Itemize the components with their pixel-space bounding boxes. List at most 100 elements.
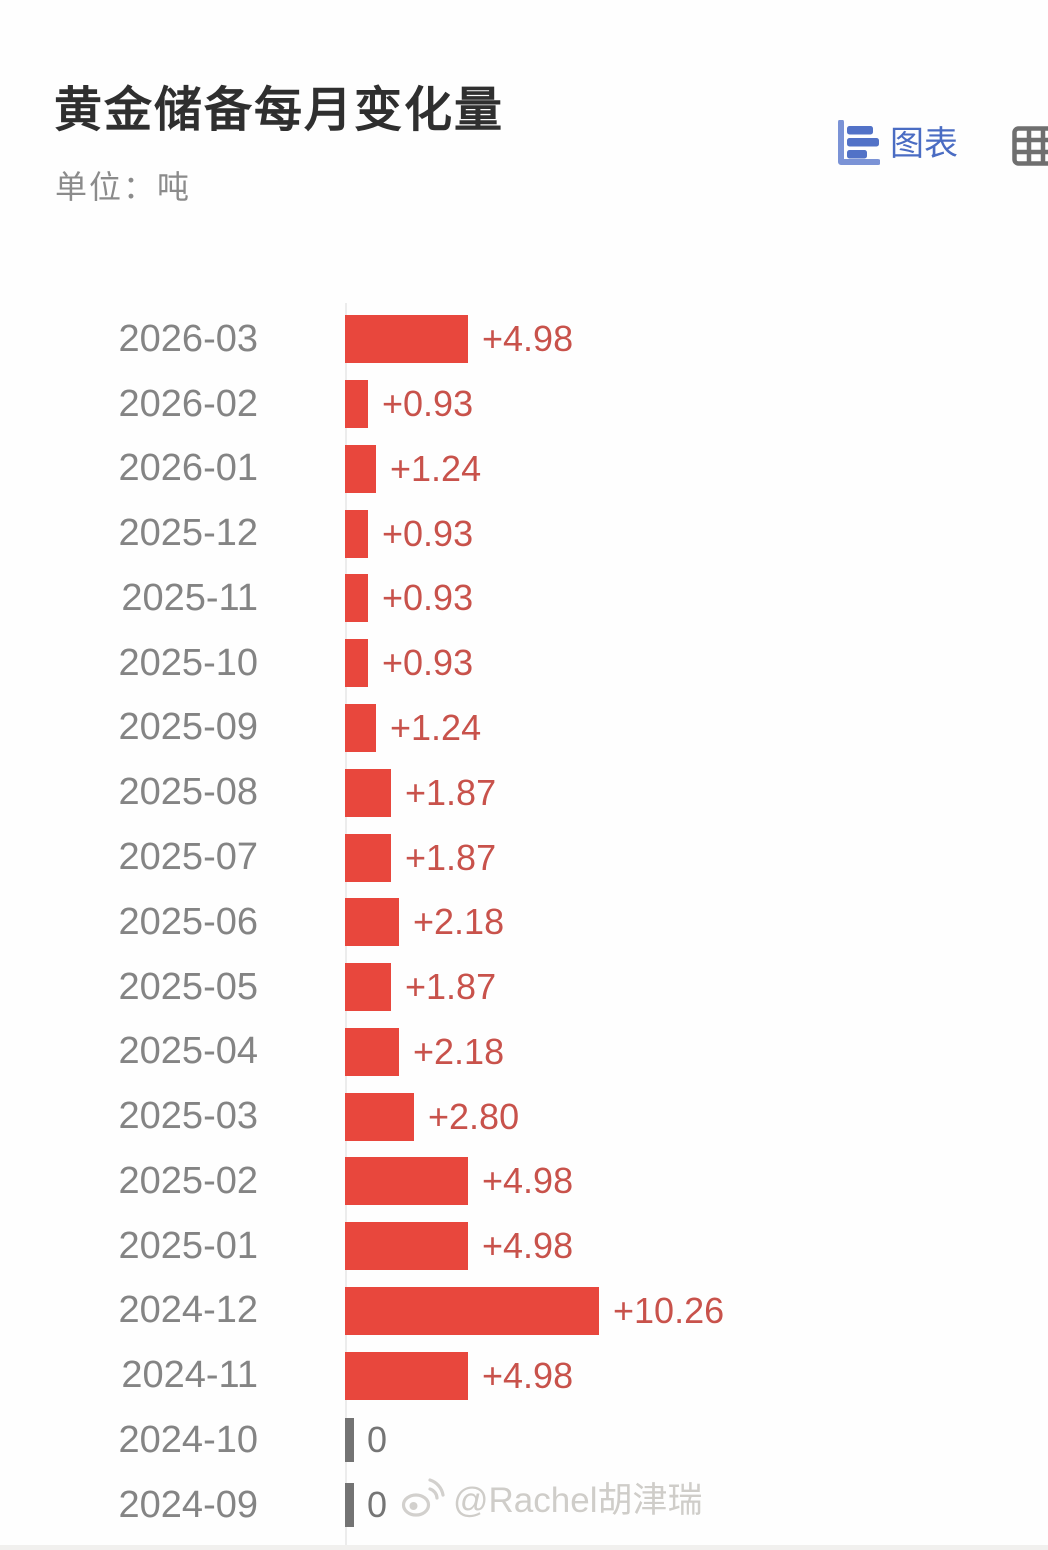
value-label: +2.80: [428, 1095, 520, 1137]
category-label: 2025-09: [118, 706, 258, 749]
bar[interactable]: [345, 574, 368, 623]
category-label: 2026-01: [118, 447, 258, 490]
category-label: 2026-02: [118, 382, 258, 425]
bar-area: +1.24: [345, 703, 482, 752]
bar[interactable]: [345, 509, 368, 558]
chart-row: 2025-01 +4.98: [0, 1214, 1048, 1279]
category-label: 2025-11: [121, 576, 258, 619]
value-label: +0.93: [382, 383, 474, 425]
table-view-button[interactable]: [1012, 126, 1048, 171]
bar-area: +1.87: [345, 833, 497, 882]
bar[interactable]: [345, 833, 391, 882]
bar-chart: 2026-03 +4.98 2026-02 +0.93 2026-01 +1.2…: [0, 307, 1048, 1538]
bar-area: +0.93: [345, 639, 474, 688]
horizontal-bar-chart-icon: [836, 119, 881, 167]
bar[interactable]: [345, 1351, 468, 1400]
unit-label: 单位：吨: [55, 169, 192, 205]
bar[interactable]: [345, 1286, 599, 1335]
category-label: 2025-03: [118, 1095, 258, 1138]
bar[interactable]: [345, 1157, 468, 1206]
weibo-icon: [400, 1476, 446, 1520]
value-label: +1.87: [405, 771, 497, 813]
chart-row: 2025-06 +2.18: [0, 890, 1048, 955]
chart-row: 2025-03 +2.80: [0, 1084, 1048, 1149]
chart-row: 2025-08 +1.87: [0, 760, 1048, 825]
bar[interactable]: [345, 380, 368, 429]
value-label: +4.98: [482, 1225, 574, 1267]
bar-area: +2.18: [345, 898, 505, 947]
value-label: 0: [367, 1484, 388, 1526]
category-label: 2026-03: [118, 317, 258, 360]
watermark-text: @Rachel胡津瑞: [453, 1481, 703, 1520]
bar[interactable]: [345, 444, 376, 493]
category-label: 2024-10: [118, 1418, 258, 1461]
bar[interactable]: [345, 1092, 414, 1141]
bar-area: +10.26: [345, 1286, 725, 1335]
value-label: +0.93: [382, 642, 474, 684]
bar-area: +1.24: [345, 444, 482, 493]
value-label: +2.18: [413, 901, 505, 943]
category-label: 2025-05: [118, 965, 258, 1008]
category-label: 2025-10: [118, 641, 258, 684]
chart-row: 2026-02 +0.93: [0, 372, 1048, 437]
category-label: 2024-09: [118, 1483, 258, 1526]
value-label: +4.98: [482, 1354, 574, 1396]
bar[interactable]: [345, 1027, 399, 1076]
value-label: +2.18: [413, 1030, 505, 1072]
category-label: 2024-11: [121, 1354, 258, 1397]
bar[interactable]: [345, 898, 399, 947]
bar[interactable]: [345, 639, 368, 688]
bar-area: 0: [345, 1418, 388, 1463]
chart-row: 2025-10 +0.93: [0, 631, 1048, 696]
chart-view-button[interactable]: 图表: [836, 119, 958, 167]
bar[interactable]: [345, 1418, 354, 1463]
category-label: 2024-12: [118, 1289, 258, 1332]
chart-row: 2025-09 +1.24: [0, 696, 1048, 761]
value-label: +4.98: [482, 1160, 574, 1202]
bar-area: +0.93: [345, 574, 474, 623]
image-bottom-edge: [0, 1545, 1048, 1550]
value-label: +1.24: [390, 447, 482, 489]
chart-row: 2025-02 +4.98: [0, 1149, 1048, 1214]
value-label: +1.24: [390, 706, 482, 748]
chart-tab-label: 图表: [890, 125, 958, 164]
chart-row: 2026-01 +1.24: [0, 437, 1048, 502]
value-label: +1.87: [405, 836, 497, 878]
value-label: +1.87: [405, 966, 497, 1008]
page-title: 黄金储备每月变化量: [54, 84, 505, 137]
chart-row: 2024-11 +4.98: [0, 1343, 1048, 1408]
category-label: 2025-06: [118, 900, 258, 943]
bar-area: +1.87: [345, 963, 497, 1012]
bar[interactable]: [345, 963, 391, 1012]
bar-area: +0.93: [345, 380, 474, 429]
category-label: 2025-07: [118, 836, 258, 878]
value-label: +10.26: [613, 1289, 725, 1331]
value-label: +0.93: [382, 577, 474, 619]
value-label: +4.98: [482, 318, 574, 360]
chart-row: 2025-04 +2.18: [0, 1019, 1048, 1084]
watermark: @Rachel胡津瑞: [400, 1472, 702, 1523]
chart-row: 2024-09 0: [0, 1473, 1048, 1538]
bar-area: 0: [345, 1483, 388, 1528]
bar[interactable]: [345, 315, 468, 364]
category-label: 2025-04: [118, 1030, 258, 1073]
bar[interactable]: [345, 703, 376, 752]
bar[interactable]: [345, 768, 391, 817]
bar-area: +0.93: [345, 509, 474, 558]
table-grid-icon: [1012, 126, 1048, 166]
chart-row: 2025-11 +0.93: [0, 566, 1048, 631]
bar-area: +4.98: [345, 1222, 574, 1271]
bar-area: +4.98: [345, 1157, 574, 1206]
chart-row: 2025-05 +1.87: [0, 955, 1048, 1020]
bar-area: +2.18: [345, 1027, 505, 1076]
bar-area: +1.87: [345, 768, 497, 817]
chart-row: 2024-10 0: [0, 1408, 1048, 1473]
chart-row: 2025-07 +1.87: [0, 825, 1048, 890]
value-label: 0: [367, 1419, 388, 1461]
chart-row: 2024-12 +10.26: [0, 1278, 1048, 1343]
bar[interactable]: [345, 1222, 468, 1271]
value-label: +0.93: [382, 512, 474, 554]
bar[interactable]: [345, 1483, 354, 1528]
chart-row: 2025-12 +0.93: [0, 501, 1048, 566]
bar-area: +4.98: [345, 1351, 574, 1400]
